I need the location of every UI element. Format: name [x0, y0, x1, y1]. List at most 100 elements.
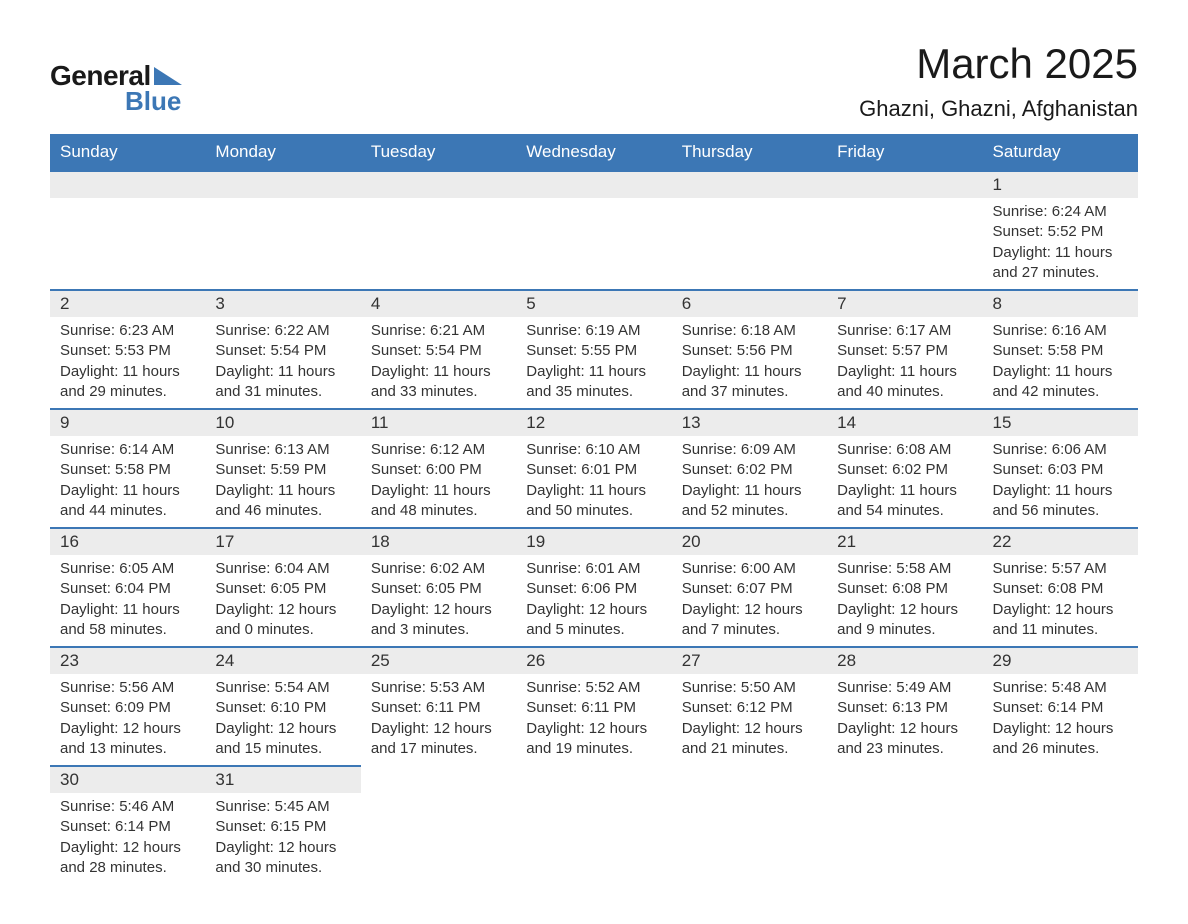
sunrise-text: Sunrise: 6:17 AM	[837, 321, 972, 341]
sunset-text: Sunset: 6:05 PM	[371, 579, 506, 599]
daylight-text: Daylight: 11 hours and 56 minutes.	[993, 481, 1128, 522]
sunrise-text: Sunrise: 6:08 AM	[837, 440, 972, 460]
empty-day-content	[672, 792, 827, 802]
daylight-text: Daylight: 11 hours and 52 minutes.	[682, 481, 817, 522]
day-content: Sunrise: 6:05 AMSunset: 6:04 PMDaylight:…	[50, 555, 205, 646]
daylight-text: Daylight: 12 hours and 13 minutes.	[60, 719, 195, 760]
day-number: 2	[50, 291, 205, 317]
sunrise-text: Sunrise: 6:09 AM	[682, 440, 817, 460]
title-block: March 2025 Ghazni, Ghazni, Afghanistan	[859, 40, 1138, 122]
day-content: Sunrise: 5:53 AMSunset: 6:11 PMDaylight:…	[361, 674, 516, 765]
calendar-week-row: 23Sunrise: 5:56 AMSunset: 6:09 PMDayligh…	[50, 647, 1138, 766]
empty-day-content	[672, 198, 827, 284]
day-content: Sunrise: 6:10 AMSunset: 6:01 PMDaylight:…	[516, 436, 671, 527]
calendar-week-row: 30Sunrise: 5:46 AMSunset: 6:14 PMDayligh…	[50, 766, 1138, 884]
sunrise-text: Sunrise: 5:54 AM	[215, 678, 350, 698]
day-cell: 9Sunrise: 6:14 AMSunset: 5:58 PMDaylight…	[50, 409, 205, 528]
day-content: Sunrise: 6:22 AMSunset: 5:54 PMDaylight:…	[205, 317, 360, 408]
day-cell	[50, 171, 205, 290]
day-cell	[516, 766, 671, 884]
sunrise-text: Sunrise: 6:06 AM	[993, 440, 1128, 460]
day-content: Sunrise: 6:24 AMSunset: 5:52 PMDaylight:…	[983, 198, 1138, 289]
day-content: Sunrise: 5:50 AMSunset: 6:12 PMDaylight:…	[672, 674, 827, 765]
day-cell: 7 Sunrise: 6:17 AMSunset: 5:57 PMDaylight…	[827, 290, 982, 409]
day-content: Sunrise: 5:56 AMSunset: 6:09 PMDaylight:…	[50, 674, 205, 765]
daylight-text: Daylight: 11 hours and 44 minutes.	[60, 481, 195, 522]
day-cell: 10Sunrise: 6:13 AMSunset: 5:59 PMDayligh…	[205, 409, 360, 528]
day-number: 18	[361, 529, 516, 555]
weekday-header: Wednesday	[516, 134, 671, 171]
sunrise-text: Sunrise: 5:56 AM	[60, 678, 195, 698]
sunrise-text: Sunrise: 5:50 AM	[682, 678, 817, 698]
sunset-text: Sunset: 6:08 PM	[993, 579, 1128, 599]
daylight-text: Daylight: 11 hours and 40 minutes.	[837, 362, 972, 403]
calendar-week-row: 1Sunrise: 6:24 AMSunset: 5:52 PMDaylight…	[50, 171, 1138, 290]
empty-day-number	[50, 172, 205, 198]
sunset-text: Sunset: 5:52 PM	[993, 222, 1128, 242]
daylight-text: Daylight: 12 hours and 7 minutes.	[682, 600, 817, 641]
day-content: Sunrise: 5:46 AMSunset: 6:14 PMDaylight:…	[50, 793, 205, 884]
day-content: Sunrise: 5:52 AMSunset: 6:11 PMDaylight:…	[516, 674, 671, 765]
daylight-text: Daylight: 11 hours and 31 minutes.	[215, 362, 350, 403]
empty-day-number	[827, 766, 982, 792]
daylight-text: Daylight: 12 hours and 26 minutes.	[993, 719, 1128, 760]
sunset-text: Sunset: 5:58 PM	[60, 460, 195, 480]
month-title: March 2025	[859, 40, 1138, 88]
sunset-text: Sunset: 5:57 PM	[837, 341, 972, 361]
day-cell: 23Sunrise: 5:56 AMSunset: 6:09 PMDayligh…	[50, 647, 205, 766]
day-cell: 8Sunrise: 6:16 AMSunset: 5:58 PMDaylight…	[983, 290, 1138, 409]
day-cell: 5Sunrise: 6:19 AMSunset: 5:55 PMDaylight…	[516, 290, 671, 409]
day-cell	[361, 171, 516, 290]
sunset-text: Sunset: 6:04 PM	[60, 579, 195, 599]
day-number: 28	[827, 648, 982, 674]
daylight-text: Daylight: 11 hours and 29 minutes.	[60, 362, 195, 403]
daylight-text: Daylight: 11 hours and 54 minutes.	[837, 481, 972, 522]
day-content: Sunrise: 6:09 AMSunset: 6:02 PMDaylight:…	[672, 436, 827, 527]
empty-day-number	[516, 766, 671, 792]
sunset-text: Sunset: 6:09 PM	[60, 698, 195, 718]
calendar-table: SundayMondayTuesdayWednesdayThursdayFrid…	[50, 134, 1138, 884]
day-content: Sunrise: 6:01 AMSunset: 6:06 PMDaylight:…	[516, 555, 671, 646]
day-number: 4	[361, 291, 516, 317]
sunset-text: Sunset: 6:02 PM	[682, 460, 817, 480]
day-content: Sunrise: 6:13 AMSunset: 5:59 PMDaylight:…	[205, 436, 360, 527]
day-number: 7	[827, 291, 982, 317]
daylight-text: Daylight: 12 hours and 9 minutes.	[837, 600, 972, 641]
day-number: 23	[50, 648, 205, 674]
sunset-text: Sunset: 5:54 PM	[371, 341, 506, 361]
sunrise-text: Sunrise: 6:14 AM	[60, 440, 195, 460]
day-content: Sunrise: 6:02 AMSunset: 6:05 PMDaylight:…	[361, 555, 516, 646]
daylight-text: Daylight: 11 hours and 58 minutes.	[60, 600, 195, 641]
day-content: Sunrise: 6:16 AMSunset: 5:58 PMDaylight:…	[983, 317, 1138, 408]
sunrise-text: Sunrise: 5:48 AM	[993, 678, 1128, 698]
day-cell: 13Sunrise: 6:09 AMSunset: 6:02 PMDayligh…	[672, 409, 827, 528]
day-content: Sunrise: 5:58 AMSunset: 6:08 PMDaylight:…	[827, 555, 982, 646]
sunset-text: Sunset: 6:13 PM	[837, 698, 972, 718]
day-cell: 29Sunrise: 5:48 AMSunset: 6:14 PMDayligh…	[983, 647, 1138, 766]
day-cell	[983, 766, 1138, 884]
day-number: 21	[827, 529, 982, 555]
day-number: 24	[205, 648, 360, 674]
sunrise-text: Sunrise: 5:58 AM	[837, 559, 972, 579]
daylight-text: Daylight: 12 hours and 15 minutes.	[215, 719, 350, 760]
day-content: Sunrise: 6:12 AMSunset: 6:00 PMDaylight:…	[361, 436, 516, 527]
sunset-text: Sunset: 6:01 PM	[526, 460, 661, 480]
day-number: 16	[50, 529, 205, 555]
sunrise-text: Sunrise: 5:53 AM	[371, 678, 506, 698]
day-content: Sunrise: 6:14 AMSunset: 5:58 PMDaylight:…	[50, 436, 205, 527]
daylight-text: Daylight: 11 hours and 50 minutes.	[526, 481, 661, 522]
day-content: Sunrise: 6:04 AMSunset: 6:05 PMDaylight:…	[205, 555, 360, 646]
empty-day-content	[827, 198, 982, 284]
daylight-text: Daylight: 12 hours and 11 minutes.	[993, 600, 1128, 641]
day-cell: 6Sunrise: 6:18 AMSunset: 5:56 PMDaylight…	[672, 290, 827, 409]
day-cell: 16Sunrise: 6:05 AMSunset: 6:04 PMDayligh…	[50, 528, 205, 647]
daylight-text: Daylight: 12 hours and 28 minutes.	[60, 838, 195, 879]
sunrise-text: Sunrise: 6:10 AM	[526, 440, 661, 460]
daylight-text: Daylight: 11 hours and 27 minutes.	[993, 243, 1128, 284]
sunset-text: Sunset: 6:07 PM	[682, 579, 817, 599]
header: General Blue March 2025 Ghazni, Ghazni, …	[50, 40, 1138, 122]
empty-day-number	[827, 172, 982, 198]
day-cell: 1Sunrise: 6:24 AMSunset: 5:52 PMDaylight…	[983, 171, 1138, 290]
day-cell: 11Sunrise: 6:12 AMSunset: 6:00 PMDayligh…	[361, 409, 516, 528]
calendar-week-row: 9Sunrise: 6:14 AMSunset: 5:58 PMDaylight…	[50, 409, 1138, 528]
